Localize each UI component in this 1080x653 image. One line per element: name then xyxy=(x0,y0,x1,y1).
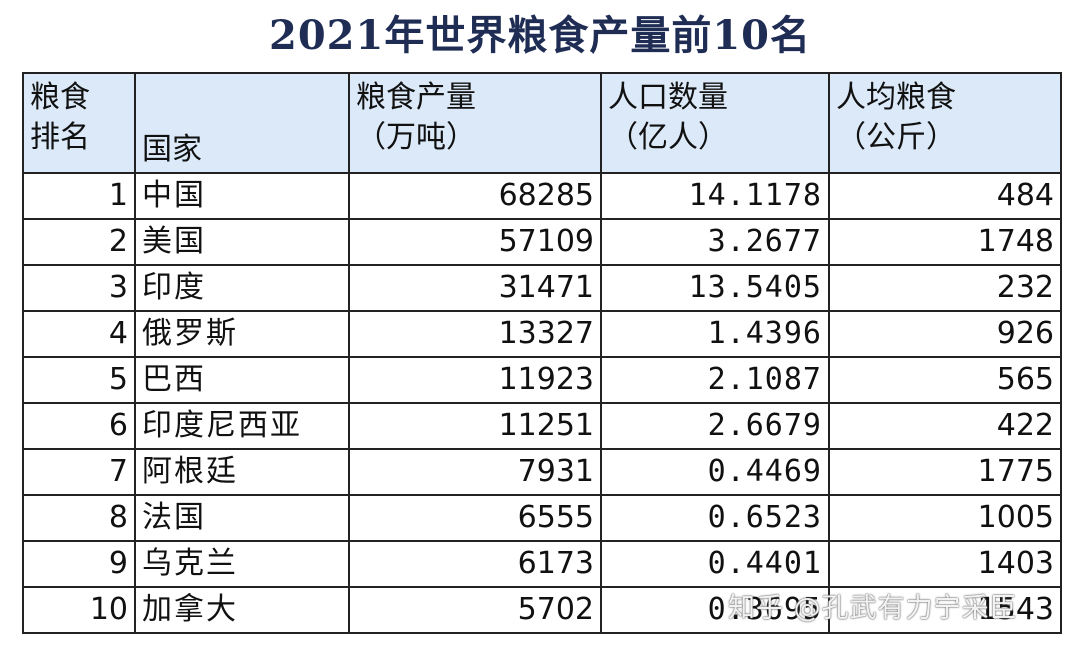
cell-rank: 5 xyxy=(22,356,136,404)
cell-population: 0.4469 xyxy=(600,448,830,496)
cell-country: 法国 xyxy=(134,494,350,542)
cell-population: 13.5405 xyxy=(600,264,830,312)
cell-per-capita: 1005 xyxy=(828,494,1062,542)
table-row: 6 印度尼西亚 11251 2.6679 422 xyxy=(22,402,1062,450)
cell-country: 中国 xyxy=(134,172,350,220)
header-per-capita-unit: （公斤） xyxy=(836,120,956,155)
header-row: 粮食 排名 国家 粮食产量 （万吨） 人口数量 （亿人） 人均粮食 （公斤） xyxy=(22,72,1062,174)
table-row: 3 印度 31471 13.5405 232 xyxy=(22,264,1062,312)
header-rank-line2: 排名 xyxy=(30,120,90,155)
cell-production: 5702 xyxy=(348,586,602,634)
cell-per-capita: 1775 xyxy=(828,448,1062,496)
cell-rank: 8 xyxy=(22,494,136,542)
table-row: 4 俄罗斯 13327 1.4396 926 xyxy=(22,310,1062,358)
cell-rank: 7 xyxy=(22,448,136,496)
header-rank: 粮食 排名 xyxy=(22,72,136,174)
cell-country: 阿根廷 xyxy=(134,448,350,496)
cell-population: 1.4396 xyxy=(600,310,830,358)
cell-country: 巴西 xyxy=(134,356,350,404)
cell-rank: 3 xyxy=(22,264,136,312)
cell-rank: 6 xyxy=(22,402,136,450)
cell-rank: 1 xyxy=(22,172,136,220)
cell-population: 0.6523 xyxy=(600,494,830,542)
cell-production: 7931 xyxy=(348,448,602,496)
table-row: 8 法国 6555 0.6523 1005 xyxy=(22,494,1062,542)
cell-production: 57109 xyxy=(348,218,602,266)
cell-production: 11251 xyxy=(348,402,602,450)
cell-rank: 4 xyxy=(22,310,136,358)
table-row: 5 巴西 11923 2.1087 565 xyxy=(22,356,1062,404)
cell-production: 6173 xyxy=(348,540,602,588)
cell-country: 印度 xyxy=(134,264,350,312)
cell-per-capita: 484 xyxy=(828,172,1062,220)
cell-population: 14.1178 xyxy=(600,172,830,220)
cell-rank: 2 xyxy=(22,218,136,266)
cell-population: 0.4401 xyxy=(600,540,830,588)
cell-country: 俄罗斯 xyxy=(134,310,350,358)
watermark: 知乎 @孔武有力宁采臣 xyxy=(728,593,1018,624)
cell-per-capita: 1543 xyxy=(828,586,1062,634)
cell-per-capita: 232 xyxy=(828,264,1062,312)
cell-country: 加拿大 xyxy=(134,586,350,634)
cell-production: 31471 xyxy=(348,264,602,312)
cell-country: 印度尼西亚 xyxy=(134,402,350,450)
table-row: 9 乌克兰 6173 0.4401 1403 xyxy=(22,540,1062,588)
page-title: 2021年世界粮食产量前10名 xyxy=(269,12,811,59)
header-production-unit: （万吨） xyxy=(356,120,476,155)
cell-per-capita: 565 xyxy=(828,356,1062,404)
cell-country: 乌克兰 xyxy=(134,540,350,588)
cell-population: 0.3695 xyxy=(600,586,830,634)
cell-per-capita: 926 xyxy=(828,310,1062,358)
cell-production: 6555 xyxy=(348,494,602,542)
cell-per-capita: 1748 xyxy=(828,218,1062,266)
header-population: 人口数量 （亿人） xyxy=(600,72,830,174)
header-population-line1: 人口数量 xyxy=(608,80,728,115)
cell-rank: 9 xyxy=(22,540,136,588)
header-rank-line1: 粮食 xyxy=(30,80,90,115)
table-row: 10 加拿大 5702 0.3695 1543 xyxy=(22,586,1062,634)
cell-country: 美国 xyxy=(134,218,350,266)
header-population-unit: （亿人） xyxy=(608,120,728,155)
header-production-line1: 粮食产量 xyxy=(356,80,476,115)
table-row: 2 美国 57109 3.2677 1748 xyxy=(22,218,1062,266)
cell-population: 2.1087 xyxy=(600,356,830,404)
cell-rank: 10 xyxy=(22,586,136,634)
cell-production: 13327 xyxy=(348,310,602,358)
cell-population: 3.2677 xyxy=(600,218,830,266)
cell-production: 68285 xyxy=(348,172,602,220)
grain-production-table: 粮食 排名 国家 粮食产量 （万吨） 人口数量 （亿人） 人均粮食 （公斤） 1… xyxy=(22,72,1062,634)
table-row: 1 中国 68285 14.1178 484 xyxy=(22,172,1062,220)
header-per-capita: 人均粮食 （公斤） xyxy=(828,72,1062,174)
header-per-capita-line1: 人均粮食 xyxy=(836,80,956,115)
header-country: 国家 xyxy=(134,72,350,174)
cell-per-capita: 422 xyxy=(828,402,1062,450)
cell-production: 11923 xyxy=(348,356,602,404)
cell-population: 2.6679 xyxy=(600,402,830,450)
header-production: 粮食产量 （万吨） xyxy=(348,72,602,174)
table-row: 7 阿根廷 7931 0.4469 1775 xyxy=(22,448,1062,496)
cell-per-capita: 1403 xyxy=(828,540,1062,588)
